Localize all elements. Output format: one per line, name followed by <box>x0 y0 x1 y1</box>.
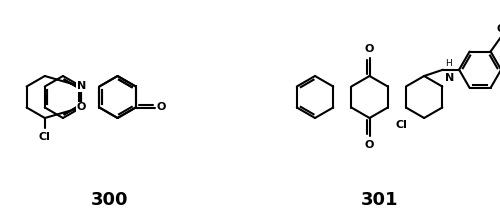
Text: 300: 300 <box>91 191 129 209</box>
Text: H: H <box>445 59 452 68</box>
Text: 301: 301 <box>361 191 399 209</box>
Text: O: O <box>76 103 86 112</box>
Text: O: O <box>365 140 374 150</box>
Text: N: N <box>445 73 454 83</box>
Text: O: O <box>496 24 500 34</box>
Text: O: O <box>365 44 374 54</box>
Text: N: N <box>76 81 86 92</box>
Text: O: O <box>156 103 166 112</box>
Text: Cl: Cl <box>396 119 407 130</box>
Text: Cl: Cl <box>39 132 51 142</box>
